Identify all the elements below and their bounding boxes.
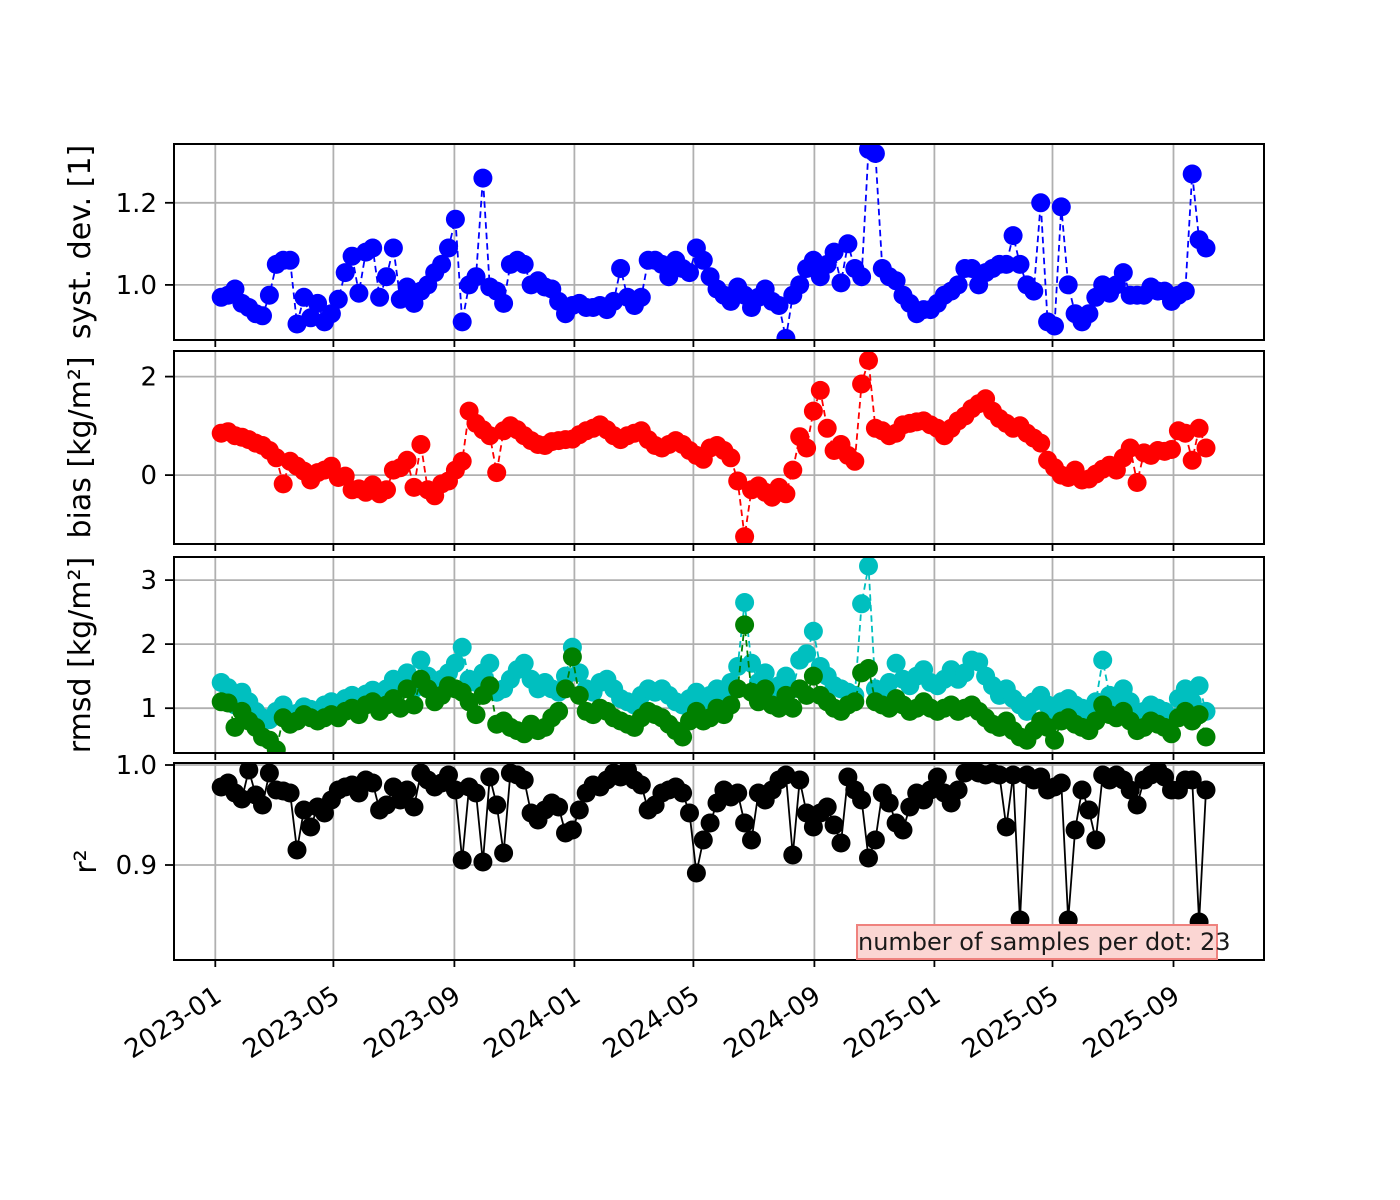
panel-rmsd: 1 2 3 rmsd [kg/m²] (63, 556, 1265, 760)
y-tick-label: 1 (140, 694, 157, 724)
x-tick-label: 2024-09 (719, 981, 826, 1065)
y-tick-label: 1.0 (116, 271, 157, 301)
y-axis-label-syst-dev: syst. dev. [1] (63, 145, 98, 339)
x-tick-label: 2023-01 (120, 981, 227, 1065)
x-tick-label: 2025-01 (839, 981, 946, 1065)
y-tick-label: 1.0 (116, 751, 157, 781)
y-axis-label-bias: bias [kg/m²] (63, 356, 98, 538)
y-tick-label: 2 (140, 363, 157, 393)
series-syst-dev (211, 144, 1216, 340)
series-r-squared (211, 763, 1216, 932)
x-tick-label: 2023-09 (359, 981, 466, 1065)
x-tick-label: 2023-05 (238, 981, 345, 1065)
series-bias (211, 351, 1216, 544)
panel-bias: 0 2 bias [kg/m²] (63, 350, 1265, 551)
y-tick-label: 0 (140, 461, 157, 491)
x-tick-label: 2025-05 (957, 981, 1064, 1065)
samples-annotation: number of samples per dot: 23 (856, 924, 1231, 960)
samples-annotation-text: number of samples per dot: 23 (858, 928, 1231, 956)
x-tick-label: 2024-05 (598, 981, 705, 1065)
x-tick-labels: 2023-01 2023-05 2023-09 2024-01 2024-05 2024-… (120, 981, 1186, 1065)
y-tick-label: 3 (140, 566, 157, 596)
y-tick-label: 0.9 (116, 851, 157, 881)
panel-r2: 0.9 1.0 r² (69, 751, 1265, 967)
panel-syst-dev: 1.0 1.2 syst. dev. [1] (63, 143, 1265, 347)
y-tick-label: 1.2 (116, 189, 157, 219)
y-axis-label-r2: r² (69, 849, 104, 873)
series-rmsd-secondary (211, 615, 1216, 753)
y-axis-label-rmsd: rmsd [kg/m²] (63, 557, 98, 753)
y-tick-label: 2 (140, 630, 157, 660)
x-tick-label: 2025-09 (1078, 981, 1185, 1065)
x-tick-label: 2024-01 (479, 981, 586, 1065)
